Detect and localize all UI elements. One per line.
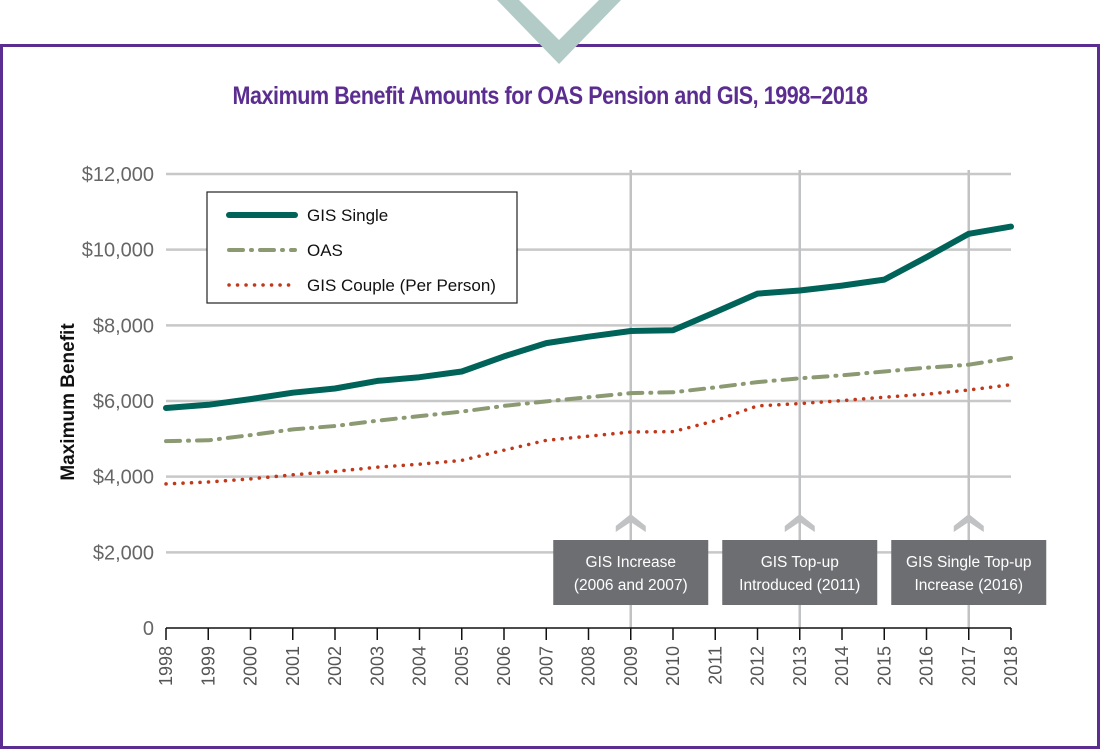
annotation-line1: GIS Single Top-up — [906, 554, 1032, 571]
x-tick-label: 2013 — [790, 646, 810, 686]
y-tick-label: $2,000 — [93, 542, 154, 564]
x-tick-label: 2000 — [241, 646, 261, 686]
x-tick-label: 2007 — [536, 646, 556, 686]
x-tick-label: 2002 — [325, 646, 345, 686]
x-tick-label: 2003 — [367, 646, 387, 686]
x-tick-label: 1999 — [198, 646, 218, 686]
y-tick-label: 0 — [143, 618, 154, 640]
annotation-line2: Increase (2016) — [914, 577, 1023, 594]
series-line-oas — [166, 358, 1011, 441]
x-tick-label: 2018 — [1001, 646, 1021, 686]
annotation-line2: (2006 and 2007) — [574, 577, 688, 594]
x-tick-label: 2006 — [494, 646, 514, 686]
x-tick-label: 2004 — [410, 646, 430, 686]
annotation-box — [553, 540, 708, 605]
annotation-line1: GIS Top-up — [761, 554, 839, 571]
y-tick-label: $12,000 — [82, 164, 154, 186]
y-tick-label: $6,000 — [93, 391, 154, 413]
x-tick-label: 1998 — [156, 646, 176, 686]
x-tick-label: 2005 — [452, 646, 472, 686]
annotation-box — [891, 540, 1046, 605]
annotation-box — [722, 540, 877, 605]
x-tick-label: 2009 — [621, 646, 641, 686]
x-tick-label: 2014 — [832, 646, 852, 686]
x-tick-label: 2017 — [959, 646, 979, 686]
y-tick-label: $8,000 — [93, 315, 154, 337]
series-line-gis-couple-per-person — [166, 385, 1011, 484]
annotation-line1: GIS Increase — [586, 554, 676, 571]
legend-label: OAS — [307, 241, 343, 260]
y-tick-label: $10,000 — [82, 240, 154, 262]
x-tick-label: 2015 — [874, 646, 894, 686]
x-tick-label: 2011 — [705, 646, 725, 685]
y-axis-label: Maximum Benefit — [58, 323, 79, 481]
legend-label: GIS Couple (Per Person) — [307, 276, 496, 295]
annotation-line2: Introduced (2011) — [739, 577, 860, 594]
x-tick-label: 2012 — [748, 646, 768, 686]
x-tick-label: 2010 — [663, 646, 683, 686]
legend: GIS Single OAS GIS Couple (Per Person) — [207, 192, 517, 303]
x-tick-label: 2016 — [917, 646, 937, 686]
x-tick-label: 2001 — [283, 646, 303, 686]
y-tick-label: $4,000 — [93, 467, 154, 489]
x-tick-label: 2008 — [579, 646, 599, 686]
legend-label: GIS Single — [307, 206, 388, 225]
